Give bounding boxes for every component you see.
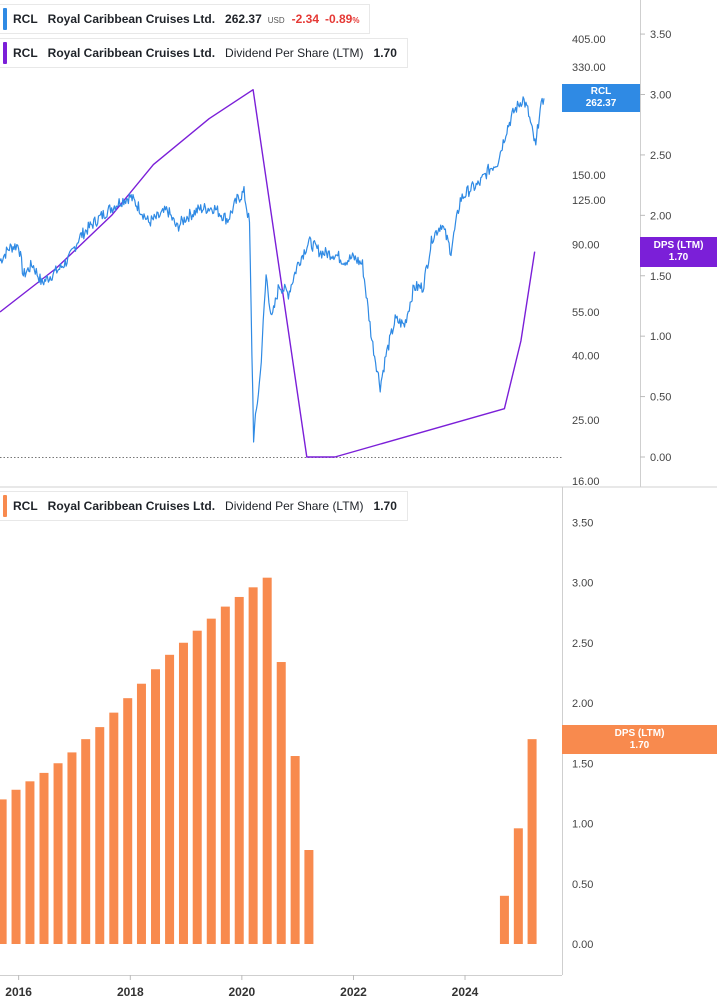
dps-bar xyxy=(262,577,272,944)
dps-bar xyxy=(248,587,258,944)
dps-bar xyxy=(136,683,146,944)
price-y-tick-label: 90.00 xyxy=(572,240,600,252)
dps-line-legend[interactable]: RCL Royal Caribbean Cruises Ltd. Dividen… xyxy=(0,38,408,68)
dps-bar xyxy=(234,596,244,944)
price-legend-change-pct: -0.89% xyxy=(325,12,359,26)
dps-bar-legend-company: Royal Caribbean Cruises Ltd. xyxy=(47,499,216,513)
dps-bar xyxy=(95,727,105,944)
dps-bar-series-swatch xyxy=(3,495,7,517)
dps-bar xyxy=(192,630,202,944)
price-y-tick-label: 55.00 xyxy=(572,307,600,319)
dps-bar-y-tick-label: 0.50 xyxy=(572,879,593,891)
dps-bar xyxy=(527,739,537,944)
dps-bar-legend-metric: Dividend Per Share (LTM) xyxy=(225,499,364,513)
price-legend-value: 262.37 xyxy=(225,12,262,26)
dps-bar xyxy=(206,618,216,944)
dps-line-legend-symbol: RCL xyxy=(13,46,38,60)
dps-bar xyxy=(25,781,35,944)
price-legend-change-pct-value: -0.89 xyxy=(325,12,353,26)
price-legend[interactable]: RCL Royal Caribbean Cruises Ltd. 262.37 … xyxy=(0,4,371,34)
dps-bar-legend-symbol: RCL xyxy=(13,499,38,513)
price-tag-label: RCL xyxy=(590,86,612,97)
dps-bar xyxy=(151,669,161,944)
axes-layer xyxy=(0,0,717,980)
dps-bar xyxy=(109,712,119,944)
dps-bar-axis-tag: DPS (LTM) 1.70 xyxy=(562,725,717,754)
dps-bar-y-tick-label: 2.50 xyxy=(572,638,593,650)
dps-line-y-tick-label: 3.00 xyxy=(650,90,671,102)
price-y-tick-label: 16.00 xyxy=(572,476,600,488)
price-axis-tag: RCL 262.37 xyxy=(562,84,640,112)
labels-layer: 16.00 25.00 40.00 55.00 90.00 125.00 150.00 330… xyxy=(5,29,671,999)
dps-line-legend-metric: Dividend Per Share (LTM) xyxy=(225,46,364,60)
dps-bar xyxy=(165,654,175,944)
dps-bar-tag-label: DPS (LTM) xyxy=(614,727,665,739)
dps-line-axis-tag: DPS (LTM) 1.70 xyxy=(640,237,717,267)
dps-line-legend-value: 1.70 xyxy=(373,46,397,60)
dps-line-tag-label: DPS (LTM) xyxy=(653,240,704,251)
dps-bar-y-tick-label: 1.00 xyxy=(572,819,593,831)
price-y-tick-label: 330.00 xyxy=(572,62,606,74)
dps-bar xyxy=(81,739,91,944)
dps-bar-legend-value: 1.70 xyxy=(373,499,397,513)
price-legend-pct-sign: % xyxy=(352,16,360,25)
dps-bar-y-tick-label: 3.00 xyxy=(572,578,593,590)
dps-bar xyxy=(513,828,523,944)
price-legend-symbol: RCL xyxy=(13,12,38,26)
dps-line-y-tick-label: 0.00 xyxy=(650,452,671,464)
dps-line-y-tick-label: 1.50 xyxy=(650,271,671,283)
dps-bars-layer xyxy=(0,577,537,944)
dps-line-y-tick-label: 3.50 xyxy=(650,29,671,41)
price-tag-value: 262.37 xyxy=(585,98,617,109)
lines-layer xyxy=(0,88,545,458)
dps-bar-tag-value: 1.70 xyxy=(629,739,650,751)
dps-line-y-tick-label: 2.50 xyxy=(650,150,671,162)
dps-bar xyxy=(499,895,509,944)
price-y-tick-label: 150.00 xyxy=(572,170,606,182)
price-y-tick-label: 40.00 xyxy=(572,351,600,363)
dps-bar-legend[interactable]: RCL Royal Caribbean Cruises Ltd. Dividen… xyxy=(0,491,408,521)
x-axis-tick-label: 2016 xyxy=(5,985,32,999)
dps-line-series xyxy=(0,88,536,458)
dps-bar xyxy=(0,799,7,944)
price-series-swatch xyxy=(3,8,7,30)
x-axis-tick-label: 2024 xyxy=(452,985,479,999)
x-axis-tick-label: 2022 xyxy=(340,985,367,999)
dps-line-legend-company: Royal Caribbean Cruises Ltd. xyxy=(47,46,216,60)
dps-bar xyxy=(11,789,21,944)
x-axis-tick-label: 2020 xyxy=(228,985,255,999)
dps-line-y-tick-label: 0.50 xyxy=(650,392,671,404)
dps-line-y-tick-label: 2.00 xyxy=(650,210,671,222)
dps-bar xyxy=(123,698,133,944)
dps-line-y-tick-label: 1.00 xyxy=(650,331,671,343)
dps-bar xyxy=(39,772,49,944)
dps-line-tag-value: 1.70 xyxy=(668,252,689,263)
dps-bar-y-tick-label: 3.50 xyxy=(572,517,593,529)
dps-bar-y-tick-label: 2.00 xyxy=(572,698,593,710)
price-y-tick-label: 405.00 xyxy=(572,34,606,46)
dps-line-series-swatch xyxy=(3,42,7,64)
x-axis-tick-label: 2018 xyxy=(117,985,144,999)
dps-bar xyxy=(220,606,230,944)
price-legend-unit: USD xyxy=(267,16,285,25)
price-line-series xyxy=(0,96,545,443)
dps-bar-y-tick-label: 0.00 xyxy=(572,939,593,951)
dps-bar xyxy=(276,662,286,944)
dps-bar-y-tick-label: 1.50 xyxy=(572,758,593,770)
price-legend-change: -2.34 xyxy=(291,12,319,26)
price-y-tick-label: 125.00 xyxy=(572,195,606,207)
price-y-tick-label: 25.00 xyxy=(572,415,600,427)
dps-bar xyxy=(53,763,63,944)
price-legend-company: Royal Caribbean Cruises Ltd. xyxy=(47,12,216,26)
dps-bar xyxy=(67,752,77,944)
dps-bar xyxy=(290,756,300,944)
dps-bar xyxy=(304,850,314,944)
dps-bar xyxy=(178,642,188,944)
